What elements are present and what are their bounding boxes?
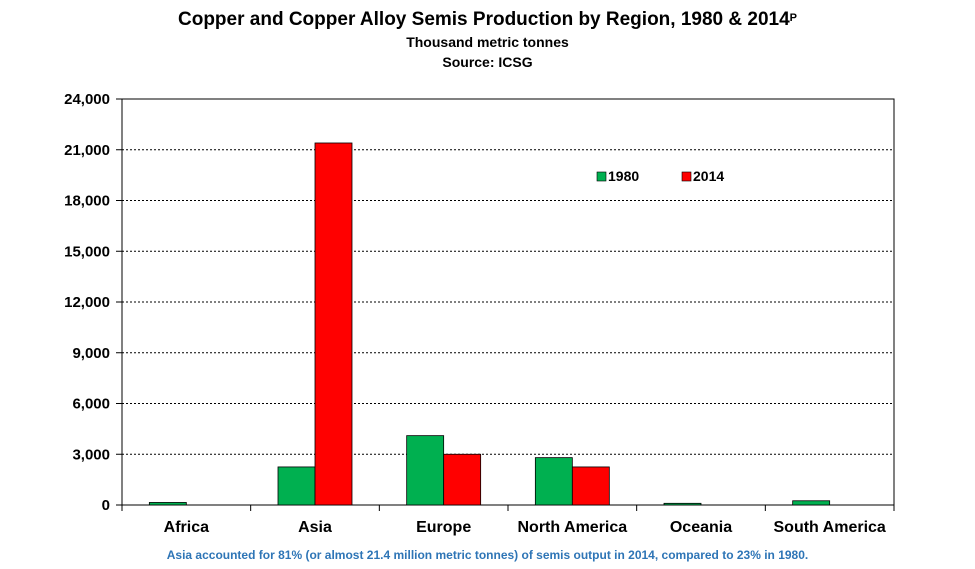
chart-title: Copper and Copper Alloy Semis Production…	[0, 8, 975, 32]
chart-title-superscript: P	[789, 12, 797, 24]
chart-subtitle-units: Thousand metric tonnes	[406, 34, 569, 50]
y-tick-label: 6,000	[72, 396, 110, 413]
bar-2014-north-america	[571, 466, 610, 506]
bar-1980-europe	[406, 435, 445, 506]
chart-subtitle-source: Source: ICSG	[442, 54, 533, 70]
x-tick-label: Africa	[164, 519, 209, 536]
x-tick-label: Europe	[416, 519, 471, 536]
x-tick-label: South America	[774, 519, 886, 536]
bar-1980-asia	[277, 466, 316, 506]
legend-label-2014: 2014	[693, 168, 724, 184]
chart-title-text: Copper and Copper Alloy Semis Production…	[178, 9, 790, 30]
y-tick-label: 15,000	[64, 243, 110, 260]
y-tick-label: 18,000	[64, 193, 110, 210]
bar-2014-asia	[314, 142, 353, 506]
y-tick-label: 9,000	[72, 345, 110, 362]
chart-footnote: Asia accounted for 81% (or almost 21.4 m…	[166, 548, 809, 562]
bar-1980-north-america	[534, 457, 573, 506]
y-tick-label: 0	[102, 497, 110, 514]
bar-1980-oceania	[663, 502, 702, 506]
bar-1980-south-america	[792, 500, 831, 506]
y-tick-label: 3,000	[72, 446, 110, 463]
x-tick-label: Oceania	[670, 519, 732, 536]
legend-label-1980: 1980	[608, 168, 639, 184]
y-tick-label: 21,000	[64, 142, 110, 159]
legend-swatch-2014	[681, 171, 692, 182]
bar-2014-europe	[443, 453, 482, 506]
chart-title-block: Copper and Copper Alloy Semis Production…	[0, 8, 975, 72]
y-tick-label: 12,000	[64, 294, 110, 311]
x-tick-label: Asia	[298, 519, 332, 536]
bar-1980-africa	[148, 502, 187, 506]
legend-swatch-1980	[596, 171, 607, 182]
y-tick-label: 24,000	[64, 91, 110, 108]
x-tick-label: North America	[518, 519, 628, 536]
